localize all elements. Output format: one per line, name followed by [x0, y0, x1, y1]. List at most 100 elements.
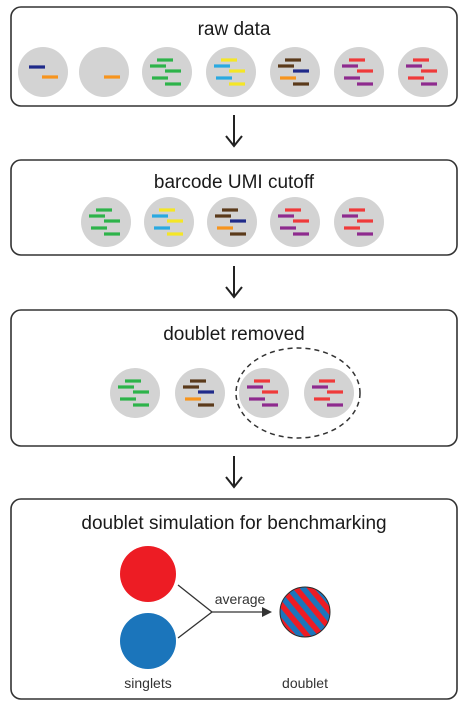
umi-dash	[120, 397, 136, 401]
umi-dash	[125, 379, 141, 383]
umi-dash	[167, 232, 183, 236]
umi-dash	[221, 58, 237, 62]
umi-dash	[254, 379, 270, 383]
umi-dash	[91, 226, 107, 230]
umi-dash	[342, 64, 358, 68]
umi-dash	[183, 385, 199, 389]
umi-dash	[314, 397, 330, 401]
cell-2	[239, 368, 289, 418]
cell-1	[79, 47, 129, 97]
umi-dash	[249, 397, 265, 401]
umi-dash	[229, 69, 245, 73]
umi-dash	[104, 75, 120, 79]
umi-dash	[293, 69, 309, 73]
umi-dash	[327, 390, 343, 394]
umi-dash	[229, 82, 245, 86]
umi-dash	[230, 232, 246, 236]
cell-2	[207, 197, 257, 247]
cell-4	[270, 47, 320, 97]
panel-border	[10, 159, 458, 256]
doublet-striped-circle	[279, 586, 331, 638]
singlet-red-circle	[120, 546, 176, 602]
umi-dash	[230, 219, 246, 223]
panel-border	[10, 309, 458, 447]
panel-doublet-simulation: doublet simulation for benchmarking aver…	[10, 498, 458, 700]
umi-dash	[222, 208, 238, 212]
cell-row	[18, 47, 448, 97]
arrow-down-icon	[225, 456, 243, 489]
umi-dash	[247, 385, 263, 389]
umi-dash	[293, 232, 309, 236]
average-label: average	[215, 591, 266, 607]
umi-dash	[344, 226, 360, 230]
umi-dash	[413, 58, 429, 62]
cell-row	[81, 197, 384, 247]
singlet-blue-circle	[120, 613, 176, 669]
singlets-label: singlets	[124, 675, 171, 691]
umi-dash	[89, 214, 105, 218]
umi-dash	[165, 69, 181, 73]
arrow-down-icon	[225, 266, 243, 299]
cell-circle	[18, 47, 68, 97]
umi-dash	[190, 379, 206, 383]
umi-dash	[165, 82, 181, 86]
umi-dash	[344, 76, 360, 80]
cell-5	[334, 47, 384, 97]
panel-barcode-umi-cutoff: barcode UMI cutoff	[10, 159, 458, 256]
umi-dash	[198, 403, 214, 407]
umi-dash	[319, 379, 335, 383]
umi-dash	[312, 385, 328, 389]
arrow-down-icon	[225, 115, 243, 148]
umi-dash	[96, 208, 112, 212]
umi-dash	[214, 64, 230, 68]
umi-dash	[152, 76, 168, 80]
umi-dash	[262, 403, 278, 407]
panel-title: raw data	[198, 19, 271, 40]
panel-title: barcode UMI cutoff	[154, 172, 315, 193]
cell-0	[18, 47, 68, 97]
umi-dash	[280, 76, 296, 80]
cell-1	[144, 197, 194, 247]
panel-border	[10, 6, 458, 107]
doublet-highlight-ellipse	[235, 347, 361, 439]
umi-dash	[159, 208, 175, 212]
umi-dash	[152, 214, 168, 218]
umi-dash	[357, 82, 373, 86]
umi-dash	[293, 82, 309, 86]
umi-dash	[285, 208, 301, 212]
umi-dash	[154, 226, 170, 230]
panel-border	[10, 498, 458, 700]
umi-dash	[278, 64, 294, 68]
umi-dash	[157, 58, 173, 62]
umi-dash	[285, 58, 301, 62]
cell-4	[334, 197, 384, 247]
merge-lines	[177, 584, 214, 639]
umi-dash	[133, 403, 149, 407]
umi-dash	[185, 397, 201, 401]
umi-dash	[262, 390, 278, 394]
umi-dash	[42, 75, 58, 79]
umi-dash	[217, 226, 233, 230]
umi-dash	[421, 82, 437, 86]
panel-raw-data: raw data	[10, 6, 458, 107]
cell-6	[398, 47, 448, 97]
umi-dash	[408, 76, 424, 80]
cell-3	[206, 47, 256, 97]
arrow-right-icon	[262, 607, 272, 617]
umi-dash	[278, 214, 294, 218]
umi-dash	[349, 58, 365, 62]
umi-dash	[357, 232, 373, 236]
umi-dash	[118, 385, 134, 389]
umi-dash	[357, 69, 373, 73]
umi-dash	[133, 390, 149, 394]
umi-dash	[29, 65, 45, 69]
cell-row	[110, 368, 354, 418]
panel-doublet-removed: doublet removed	[10, 309, 458, 447]
panel-title: doublet simulation for benchmarking	[81, 513, 386, 534]
umi-dash	[327, 403, 343, 407]
doublet-label: doublet	[282, 675, 328, 691]
umi-dash	[349, 208, 365, 212]
umi-dash	[357, 219, 373, 223]
cell-circle	[79, 47, 129, 97]
